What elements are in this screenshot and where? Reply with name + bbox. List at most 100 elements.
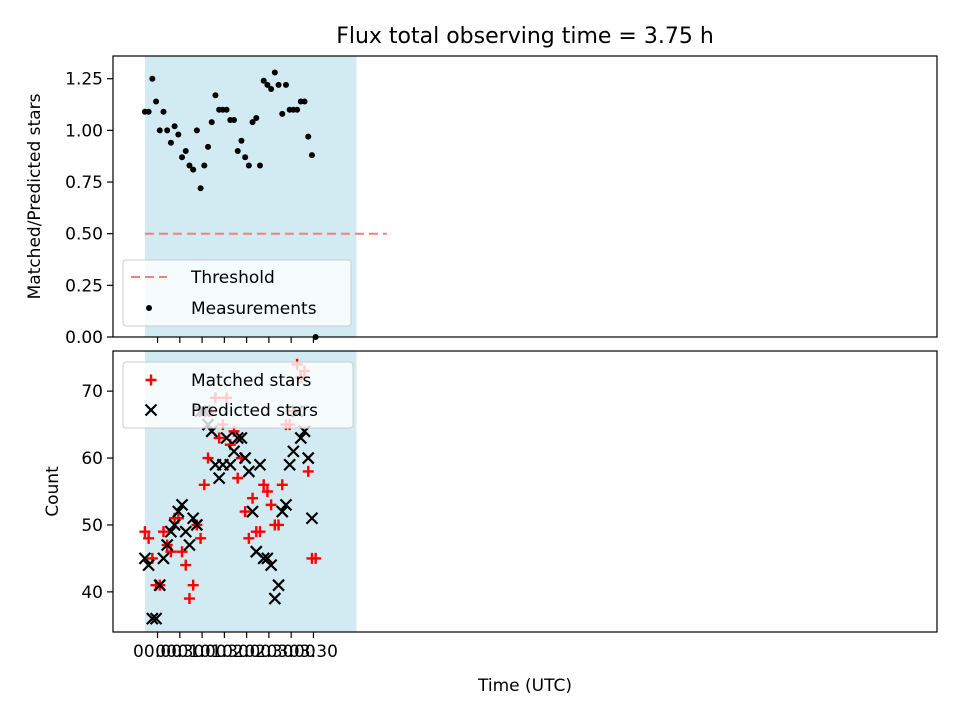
x-tick-label: 00:30 xyxy=(155,642,204,662)
matched-star-point xyxy=(198,479,210,491)
matched-star-point xyxy=(310,552,322,564)
legend-threshold-label: Threshold xyxy=(190,268,275,288)
measurement-points xyxy=(141,69,319,340)
predicted-star-point xyxy=(264,558,278,572)
measurement-point xyxy=(164,127,171,134)
measurement-point xyxy=(197,185,204,192)
predicted-star-point xyxy=(153,578,167,592)
x-tick-label: 01:30 xyxy=(200,642,249,662)
matched-star-point xyxy=(276,479,288,491)
predicted-star-point xyxy=(160,538,174,552)
top-legend: Threshold Measurements xyxy=(122,259,352,327)
legend-plus-marker xyxy=(145,374,157,386)
matched-star-point xyxy=(258,479,270,491)
predicted-star-point xyxy=(268,592,282,605)
matched-star-point xyxy=(195,532,207,544)
y-tick-label: 0.25 xyxy=(65,276,103,296)
measurement-point xyxy=(242,154,249,161)
y-tick-label: 50 xyxy=(81,516,103,536)
predicted-star-point xyxy=(231,431,244,445)
matched-star-point xyxy=(157,526,169,538)
measurement-point xyxy=(245,162,252,169)
measurement-point xyxy=(305,133,312,140)
matched-star-point xyxy=(261,486,273,497)
y-tick-label: 0.00 xyxy=(65,328,103,348)
predicted-star-point xyxy=(212,471,226,485)
predicted-star-point xyxy=(272,578,285,592)
measurement-point xyxy=(193,127,200,134)
predicted-star-point xyxy=(179,525,193,538)
matched-star-point xyxy=(247,492,259,504)
predicted-star-point xyxy=(186,511,200,525)
predicted-star-point xyxy=(164,525,178,538)
measurement-point xyxy=(179,154,186,161)
bottom-y-axis-label: Count xyxy=(43,466,63,517)
predicted-star-point xyxy=(242,465,256,478)
measurement-point xyxy=(301,98,308,105)
x-tick-label: 03:00 xyxy=(267,642,316,662)
predicted-star-point xyxy=(138,552,152,565)
top-axes-frame xyxy=(112,55,938,338)
matched-star-point xyxy=(183,593,195,605)
predicted-star-point xyxy=(227,445,241,458)
x-tick-label: 02:30 xyxy=(244,642,293,662)
measurement-point xyxy=(153,98,160,105)
measurement-point xyxy=(260,77,267,84)
matched-star-point xyxy=(139,526,151,538)
measurement-point xyxy=(253,114,260,121)
count-panel: 40 50 60 70 00:0000:3001:0001:3002:0002:300… xyxy=(43,350,938,696)
x-tick-label: 02:00 xyxy=(222,642,271,662)
top-y-axis-label: Matched/Predicted stars xyxy=(25,93,45,299)
top-legend-box xyxy=(122,259,352,327)
predicted-star-point xyxy=(275,505,289,518)
measurement-point xyxy=(264,81,271,88)
predicted-star-point xyxy=(287,445,300,458)
matched-star-point xyxy=(265,499,277,511)
legend-predicted-swatch xyxy=(144,403,158,417)
matched-star-point xyxy=(213,432,225,444)
matched-star-point xyxy=(302,465,314,477)
measurement-point xyxy=(282,81,289,88)
bottom-legend: Matched stars Predicted stars xyxy=(122,361,354,429)
matched-star-point xyxy=(187,579,199,591)
matched-star-point xyxy=(239,506,251,518)
top-y-ticks: 0.00 0.25 0.50 0.75 1.00 1.25 xyxy=(65,70,113,348)
measurement-point xyxy=(308,152,315,159)
measurement-point xyxy=(201,162,208,169)
y-tick-label: 60 xyxy=(81,449,103,469)
x-tick-label: 03:30 xyxy=(289,642,338,662)
predicted-star-point xyxy=(238,451,252,465)
bottom-axes-frame xyxy=(112,350,938,633)
y-tick-label: 1.00 xyxy=(65,121,103,141)
matched-star-point xyxy=(202,452,214,464)
matched-star-point xyxy=(243,532,255,544)
measurement-point xyxy=(171,123,178,130)
predicted-star-point xyxy=(149,612,163,625)
predicted-star-point xyxy=(305,511,319,525)
matched-star-point xyxy=(176,546,188,558)
measurement-point xyxy=(205,143,212,150)
measurement-point xyxy=(268,86,275,93)
ratio-panel: 0.00 0.25 0.50 0.75 1.00 1.25 Flux total obse… xyxy=(25,24,938,348)
measurement-point xyxy=(186,162,193,169)
predicted-star-point xyxy=(175,498,189,512)
y-tick-label: 40 xyxy=(81,583,103,603)
predicted-star-point xyxy=(301,451,315,465)
matched-star-point xyxy=(273,519,285,531)
measurement-point xyxy=(279,110,286,117)
measurement-point xyxy=(275,81,282,88)
y-tick-label: 1.25 xyxy=(65,70,103,90)
predicted-star-point xyxy=(142,558,155,572)
measurement-point xyxy=(167,139,174,146)
predicted-star-point xyxy=(235,431,248,445)
predicted-star-point xyxy=(183,538,196,552)
x-tick-label: 01:00 xyxy=(178,642,227,662)
x-tick-label: 00:00 xyxy=(133,642,182,662)
measurement-point xyxy=(182,148,189,155)
measurement-point xyxy=(208,119,215,126)
predicted-star-point xyxy=(294,431,308,445)
predicted-star-point xyxy=(172,505,185,518)
measurement-point xyxy=(249,119,256,126)
measurement-point xyxy=(231,117,238,124)
